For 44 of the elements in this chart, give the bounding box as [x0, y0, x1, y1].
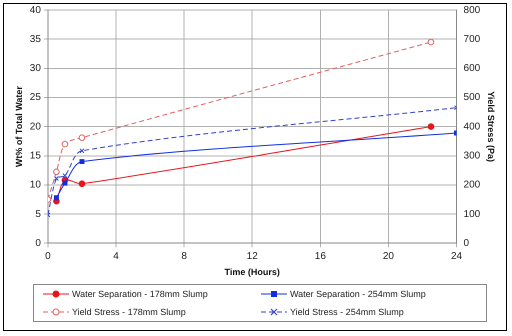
- y-axis-title: Wt% of Total Water: [14, 86, 24, 168]
- y-tick-label: 30: [30, 63, 42, 74]
- point: [428, 38, 434, 46]
- y-tick-label: 20: [30, 121, 42, 132]
- legend-label: Yield Stress - 178mm Slump: [72, 307, 186, 317]
- point: [54, 195, 59, 200]
- point: [62, 173, 68, 178]
- legend-label: Water Separation - 254mm Slump: [290, 289, 426, 299]
- x-tick-label: 16: [314, 250, 326, 262]
- x-tick-label: 12: [246, 250, 258, 262]
- point: [62, 180, 68, 186]
- point: [62, 140, 68, 148]
- x-tick-label: 4: [113, 250, 120, 262]
- y2-tick-label: 700: [464, 34, 481, 45]
- y2-tick-label: 500: [464, 92, 481, 104]
- y-tick-label: 40: [30, 4, 42, 16]
- x-tick-label: 24: [450, 250, 463, 262]
- x-tick-label: 20: [382, 250, 394, 262]
- point: [79, 148, 84, 154]
- y-tick-label: 35: [30, 34, 42, 45]
- point: [78, 134, 86, 141]
- y-tick-label: 0: [35, 238, 42, 249]
- y-tick-label: 25: [30, 92, 42, 104]
- point: [78, 180, 86, 188]
- y-tick-label: 15: [30, 150, 42, 162]
- point: [53, 168, 60, 176]
- point: [428, 123, 434, 130]
- y2-tick-label: 100: [464, 208, 481, 220]
- legend-label: Water Separation - 178mm Slump: [72, 289, 208, 299]
- y-tick-label: 10: [30, 180, 42, 191]
- y2-tick-label: 300: [464, 150, 481, 162]
- legend-label: Yield Stress - 254mm Slump: [290, 307, 404, 317]
- x-tick-label: 8: [181, 250, 188, 262]
- y2-tick-label: 600: [464, 63, 481, 74]
- y2-tick-label: 200: [464, 180, 481, 191]
- y2-axis-title: Yield Stress (Pa): [486, 91, 496, 162]
- point: [79, 159, 84, 164]
- y2-tick-label: 0: [464, 238, 470, 249]
- point: [54, 176, 59, 181]
- y2-tick-label: 800: [464, 4, 481, 16]
- y2-tick-label: 400: [464, 121, 481, 132]
- x-tick-label: 0: [45, 250, 52, 262]
- x-axis-title: Time (Hours): [224, 267, 280, 278]
- y-tick-label: 5: [35, 208, 42, 220]
